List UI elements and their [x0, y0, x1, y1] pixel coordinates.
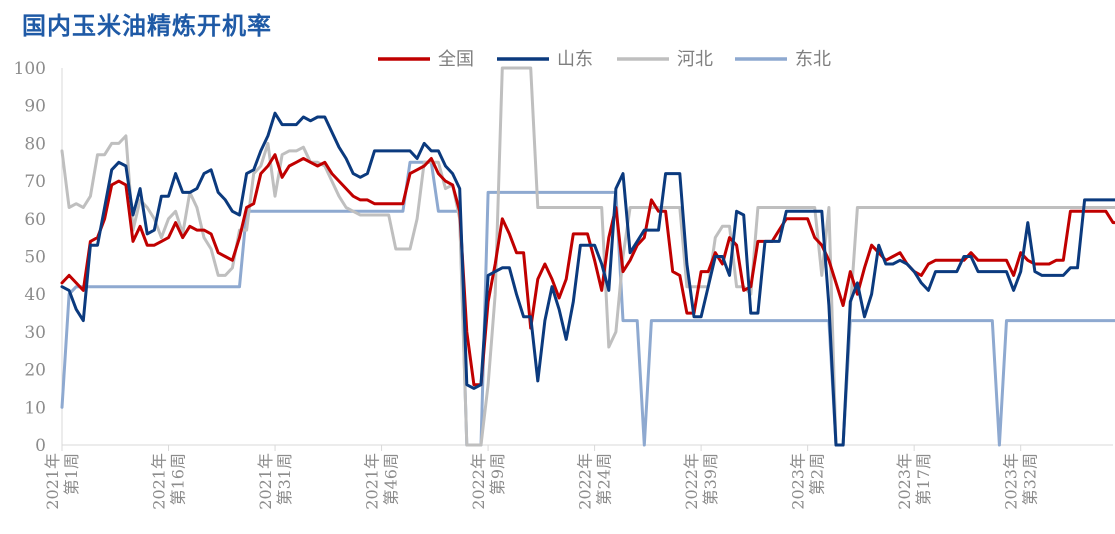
x-axis: 2021年 第1周 2021年 第16周 2021年 第31周 2021年 第46周 2022年…: [43, 444, 1113, 510]
x-tick-year: 2021年: [363, 453, 382, 510]
x-tick-label: 2023年 第2周: [789, 453, 827, 510]
y-tick-label: 10: [24, 398, 46, 418]
y-tick-label: 80: [24, 134, 46, 154]
x-tick-week: 第24周: [595, 453, 614, 505]
x-tick-year: 2023年: [1002, 453, 1021, 510]
x-tick-week: 第32周: [1021, 453, 1040, 505]
x-tick-week: 第17周: [914, 453, 933, 505]
legend-label: 全国: [438, 49, 474, 70]
x-tick-label: 2022年 第24周: [576, 453, 614, 510]
x-tick-label: 2021年 第16周: [150, 453, 188, 510]
y-tick-label: 20: [24, 361, 46, 381]
y-tick-label: 70: [24, 172, 46, 192]
legend-label: 山东: [557, 49, 593, 70]
x-tick-week: 第2周: [808, 453, 827, 495]
x-tick-label: 2021年 第1周: [43, 453, 81, 510]
legend: 全国 山东 河北 东北: [378, 49, 831, 70]
series-line-1: [60, 153, 1115, 387]
series-line-3: [60, 66, 1115, 447]
x-tick-week: 第46周: [382, 453, 401, 505]
y-tick-label: 30: [24, 323, 46, 343]
x-tick-week: 第16周: [169, 453, 188, 505]
x-tick-week: 第39周: [701, 453, 720, 505]
chart-title: 国内玉米油精炼开机率: [22, 11, 272, 40]
x-tick-label: 2022年 第9周: [469, 453, 507, 510]
x-tick-label: 2021年 第46周: [363, 453, 401, 510]
x-tick-week: 第31周: [275, 453, 294, 505]
x-tick-year: 2021年: [256, 453, 275, 510]
x-tick-year: 2023年: [895, 453, 914, 510]
x-tick-year: 2022年: [682, 453, 701, 510]
y-tick-label: 0: [35, 436, 46, 456]
y-tick-label: 50: [24, 248, 46, 268]
y-tick-label: 90: [24, 97, 46, 117]
legend-label: 河北: [677, 49, 713, 70]
x-tick-year: 2023年: [789, 453, 808, 510]
x-tick-week: 第1周: [62, 453, 81, 495]
x-tick-label: 2023年 第17周: [895, 453, 933, 510]
x-tick-label: 2022年 第39周: [682, 453, 720, 510]
x-tick-year: 2022年: [469, 453, 488, 510]
x-tick-year: 2021年: [43, 453, 62, 510]
x-tick-week: 第9周: [488, 453, 507, 495]
x-tick-label: 2023年 第32周: [1002, 453, 1040, 510]
x-tick-year: 2021年: [150, 453, 169, 510]
series-line-4: [60, 160, 1115, 447]
series-line-2: [60, 111, 1115, 447]
y-axis: 0 10 20 30 40 50 60 70 80 90 100: [14, 59, 63, 456]
y-tick-label: 60: [24, 210, 46, 230]
legend-label: 东北: [795, 49, 831, 70]
plot-area: [60, 66, 1115, 447]
x-tick-year: 2022年: [576, 453, 595, 510]
y-tick-label: 100: [14, 59, 46, 79]
x-tick-label: 2021年 第31周: [256, 453, 294, 510]
y-tick-label: 40: [24, 285, 46, 305]
